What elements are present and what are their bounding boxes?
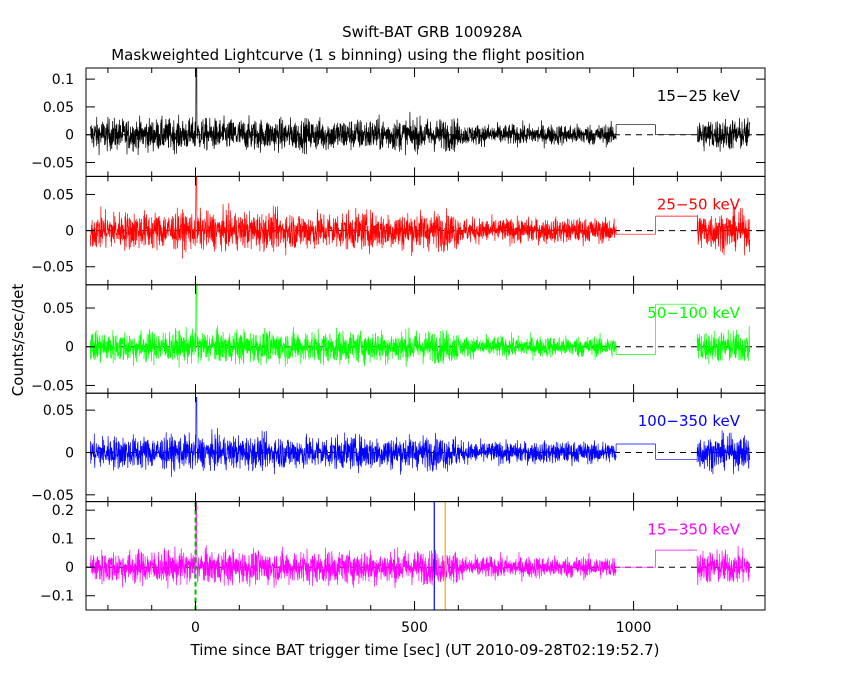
energy-band-label: 25−50 keV [657,195,741,213]
y-tick-label: 0.1 [52,72,74,88]
y-tick-label: 0.1 [52,532,74,548]
panel-frame [85,67,766,177]
y-tick-label: −0.05 [31,488,74,504]
energy-band-label: 15−350 keV [647,521,740,539]
lightcurve-panel-4: 100−350 keV −0.05 0 0.05 [31,392,766,504]
x-tick-label: 500 [401,620,428,636]
panel-data [86,176,765,259]
y-tick-label: 0 [65,445,74,461]
panel-data [86,501,765,610]
figure-title: Swift-BAT GRB 100928A [342,23,522,41]
y-tick-label: −0.1 [40,589,74,605]
y-tick-label: 0.2 [52,503,74,519]
energy-band-label: 15−25 keV [657,87,741,105]
y-tick-label: 0 [65,340,74,356]
y-tick-label: 0 [65,560,74,576]
lightcurve-series [90,397,751,477]
y-axis-label: Counts/sec/det [9,284,27,397]
energy-band-label: 100−350 keV [638,412,741,430]
y-tick-label: 0.05 [43,301,74,317]
lightcurve-series [90,176,751,259]
panel-data [86,397,765,477]
figure-subtitle: Maskweighted Lightcurve (1 s binning) us… [111,46,585,64]
y-tick-label: 0.05 [43,100,74,116]
lightcurve-panel-3: 50−100 keV −0.05 0 0.05 [31,284,766,394]
lightcurve-panel-5: 15−350 keV −0.1 0 0.1 0.2 [40,501,766,611]
y-tick-label: 0.05 [43,403,74,419]
lightcurve-panel-2: 25−50 keV −0.05 0 0.05 [31,175,766,286]
panel-frame [85,501,766,611]
panel-data [86,284,765,368]
panel-data [86,68,765,156]
lightcurve-panel-1: 15−25 keV −0.05 0 0.05 0.1 [31,67,766,177]
y-tick-label: 0.05 [43,187,74,203]
y-tick-label: 0 [65,224,74,240]
energy-band-label: 50−100 keV [647,304,740,322]
x-tick-label: 1000 [616,620,652,636]
y-tick-label: −0.05 [31,260,74,276]
y-tick-label: 0 [65,128,74,144]
y-tick-label: −0.05 [31,156,74,172]
lightcurve-series [90,68,751,156]
x-axis-label: Time since BAT trigger time [sec] (UT 20… [190,641,660,659]
y-tick-label: −0.05 [31,378,74,394]
panels-group: 15−25 keV −0.05 0 0.05 0.1 25−50 keV −0.05 0 0.0… [31,67,766,636]
lightcurve-series [90,284,751,368]
x-tick-label: 0 [191,620,200,636]
lightcurve-series [90,501,751,589]
